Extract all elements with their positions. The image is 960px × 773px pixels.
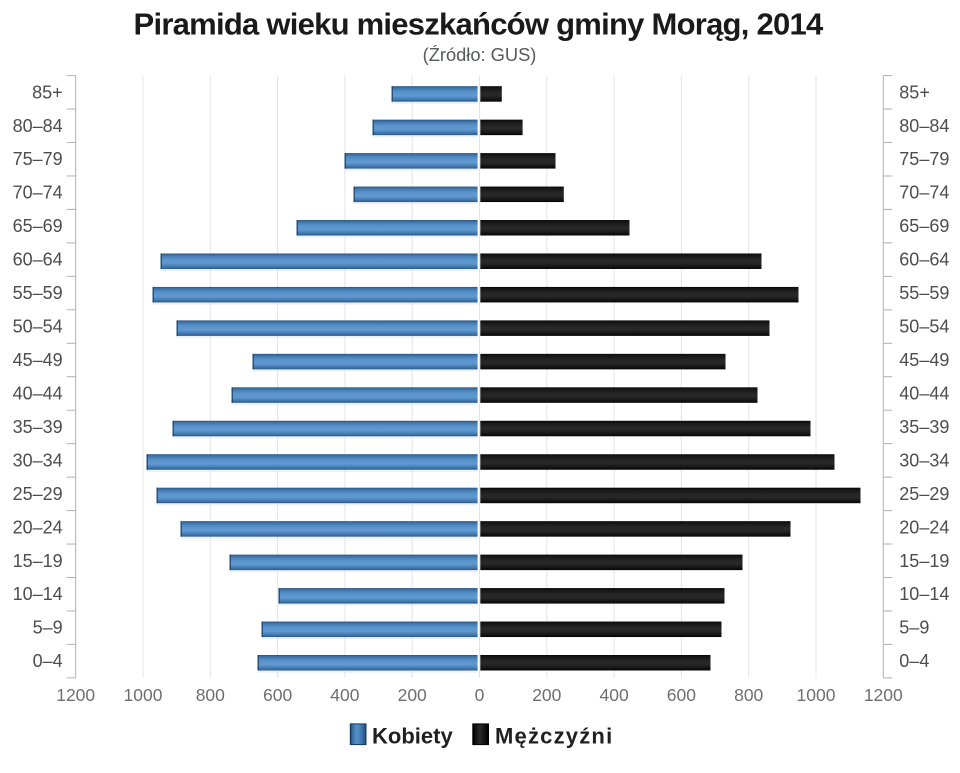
svg-text:30–34: 30–34: [899, 450, 949, 470]
svg-text:1200: 1200: [56, 685, 95, 705]
svg-text:25–29: 25–29: [13, 484, 63, 504]
svg-text:20–24: 20–24: [13, 517, 63, 537]
svg-text:10–14: 10–14: [13, 584, 63, 604]
svg-text:25–29: 25–29: [899, 484, 949, 504]
svg-text:70–74: 70–74: [899, 183, 949, 203]
svg-text:80–84: 80–84: [13, 116, 63, 136]
svg-text:65–69: 65–69: [13, 216, 63, 236]
svg-text:0–4: 0–4: [33, 651, 63, 671]
svg-text:1200: 1200: [864, 685, 903, 705]
svg-text:15–19: 15–19: [899, 551, 949, 571]
svg-text:40–44: 40–44: [899, 384, 949, 404]
svg-text:35–39: 35–39: [13, 417, 63, 437]
svg-text:45–49: 45–49: [899, 350, 949, 370]
svg-text:55–59: 55–59: [13, 283, 63, 303]
svg-text:200: 200: [532, 685, 561, 705]
svg-text:30–34: 30–34: [13, 450, 63, 470]
svg-text:65–69: 65–69: [899, 216, 949, 236]
svg-text:800: 800: [196, 685, 225, 705]
svg-text:45–49: 45–49: [13, 350, 63, 370]
svg-text:200: 200: [398, 685, 427, 705]
svg-text:600: 600: [667, 685, 696, 705]
svg-text:60–64: 60–64: [13, 250, 63, 270]
svg-text:0: 0: [475, 685, 485, 705]
svg-text:Piramida wieku mieszkańców gmi: Piramida wieku mieszkańców gminy Morąg, …: [134, 7, 824, 42]
svg-text:600: 600: [263, 685, 292, 705]
svg-text:85+: 85+: [899, 82, 930, 102]
svg-text:Mężczyźni: Mężczyźni: [495, 724, 613, 749]
svg-text:75–79: 75–79: [13, 149, 63, 169]
svg-text:5–9: 5–9: [33, 618, 63, 638]
svg-text:40–44: 40–44: [13, 384, 63, 404]
svg-text:50–54: 50–54: [899, 317, 949, 337]
svg-text:20–24: 20–24: [899, 517, 949, 537]
svg-text:55–59: 55–59: [899, 283, 949, 303]
svg-text:15–19: 15–19: [13, 551, 63, 571]
svg-text:5–9: 5–9: [899, 618, 929, 638]
svg-text:Kobiety: Kobiety: [372, 724, 453, 749]
svg-text:800: 800: [734, 685, 763, 705]
svg-text:1000: 1000: [797, 685, 836, 705]
svg-text:1000: 1000: [124, 685, 163, 705]
svg-text:60–64: 60–64: [899, 250, 949, 270]
svg-text:35–39: 35–39: [899, 417, 949, 437]
svg-text:(Źródło: GUS): (Źródło: GUS): [423, 44, 537, 65]
svg-text:80–84: 80–84: [899, 116, 949, 136]
svg-text:85+: 85+: [32, 82, 63, 102]
svg-text:70–74: 70–74: [13, 183, 63, 203]
svg-text:400: 400: [330, 685, 359, 705]
svg-text:75–79: 75–79: [899, 149, 949, 169]
svg-text:400: 400: [599, 685, 628, 705]
svg-text:50–54: 50–54: [13, 317, 63, 337]
svg-text:0–4: 0–4: [899, 651, 929, 671]
svg-text:10–14: 10–14: [899, 584, 949, 604]
